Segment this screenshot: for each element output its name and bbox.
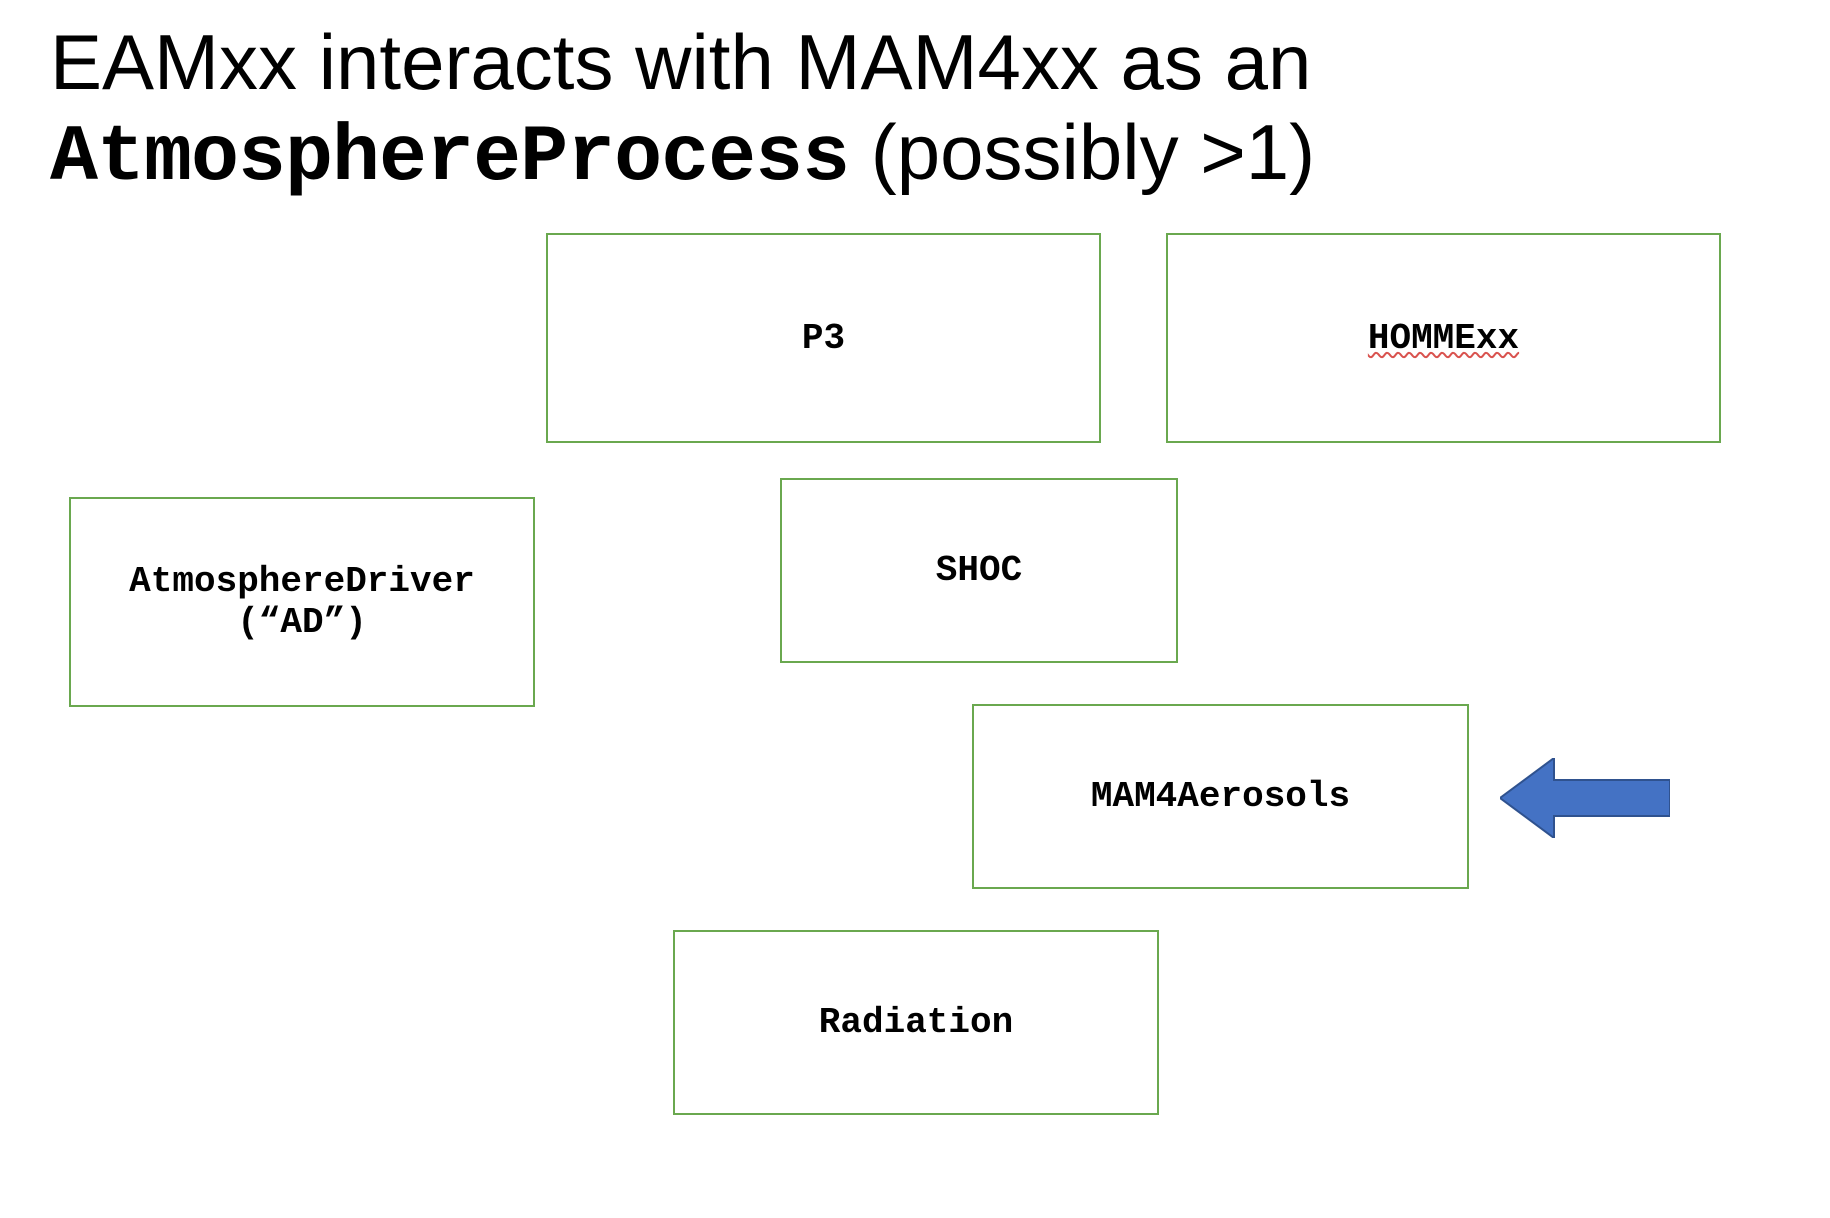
box-mam4-label: MAM4Aerosols <box>1091 776 1350 817</box>
box-shoc: SHOC <box>780 478 1178 663</box>
box-p3-label: P3 <box>802 318 845 359</box>
box-p3: P3 <box>546 233 1101 443</box>
arrow-pointing-left-icon <box>1500 758 1670 838</box>
box-radiation: Radiation <box>673 930 1159 1115</box>
box-ad-label: AtmosphereDriver (“AD”) <box>129 561 475 643</box>
title-bold: AtmosphereProcess <box>50 113 849 204</box>
box-mam4aerosols: MAM4Aerosols <box>972 704 1469 889</box>
title-suffix: (possibly >1) <box>849 108 1315 196</box>
box-hommexx-label: HOMMExx <box>1368 318 1519 359</box>
arrow-shape <box>1500 758 1670 838</box>
box-shoc-label: SHOC <box>936 550 1022 591</box>
box-hommexx: HOMMExx <box>1166 233 1721 443</box>
title-line1: EAMxx interacts with MAM4xx as an <box>50 18 1311 106</box>
box-atmosphere-driver: AtmosphereDriver (“AD”) <box>69 497 535 707</box>
slide-title: EAMxx interacts with MAM4xx as an Atmosp… <box>50 18 1750 205</box>
box-radiation-label: Radiation <box>819 1002 1013 1043</box>
